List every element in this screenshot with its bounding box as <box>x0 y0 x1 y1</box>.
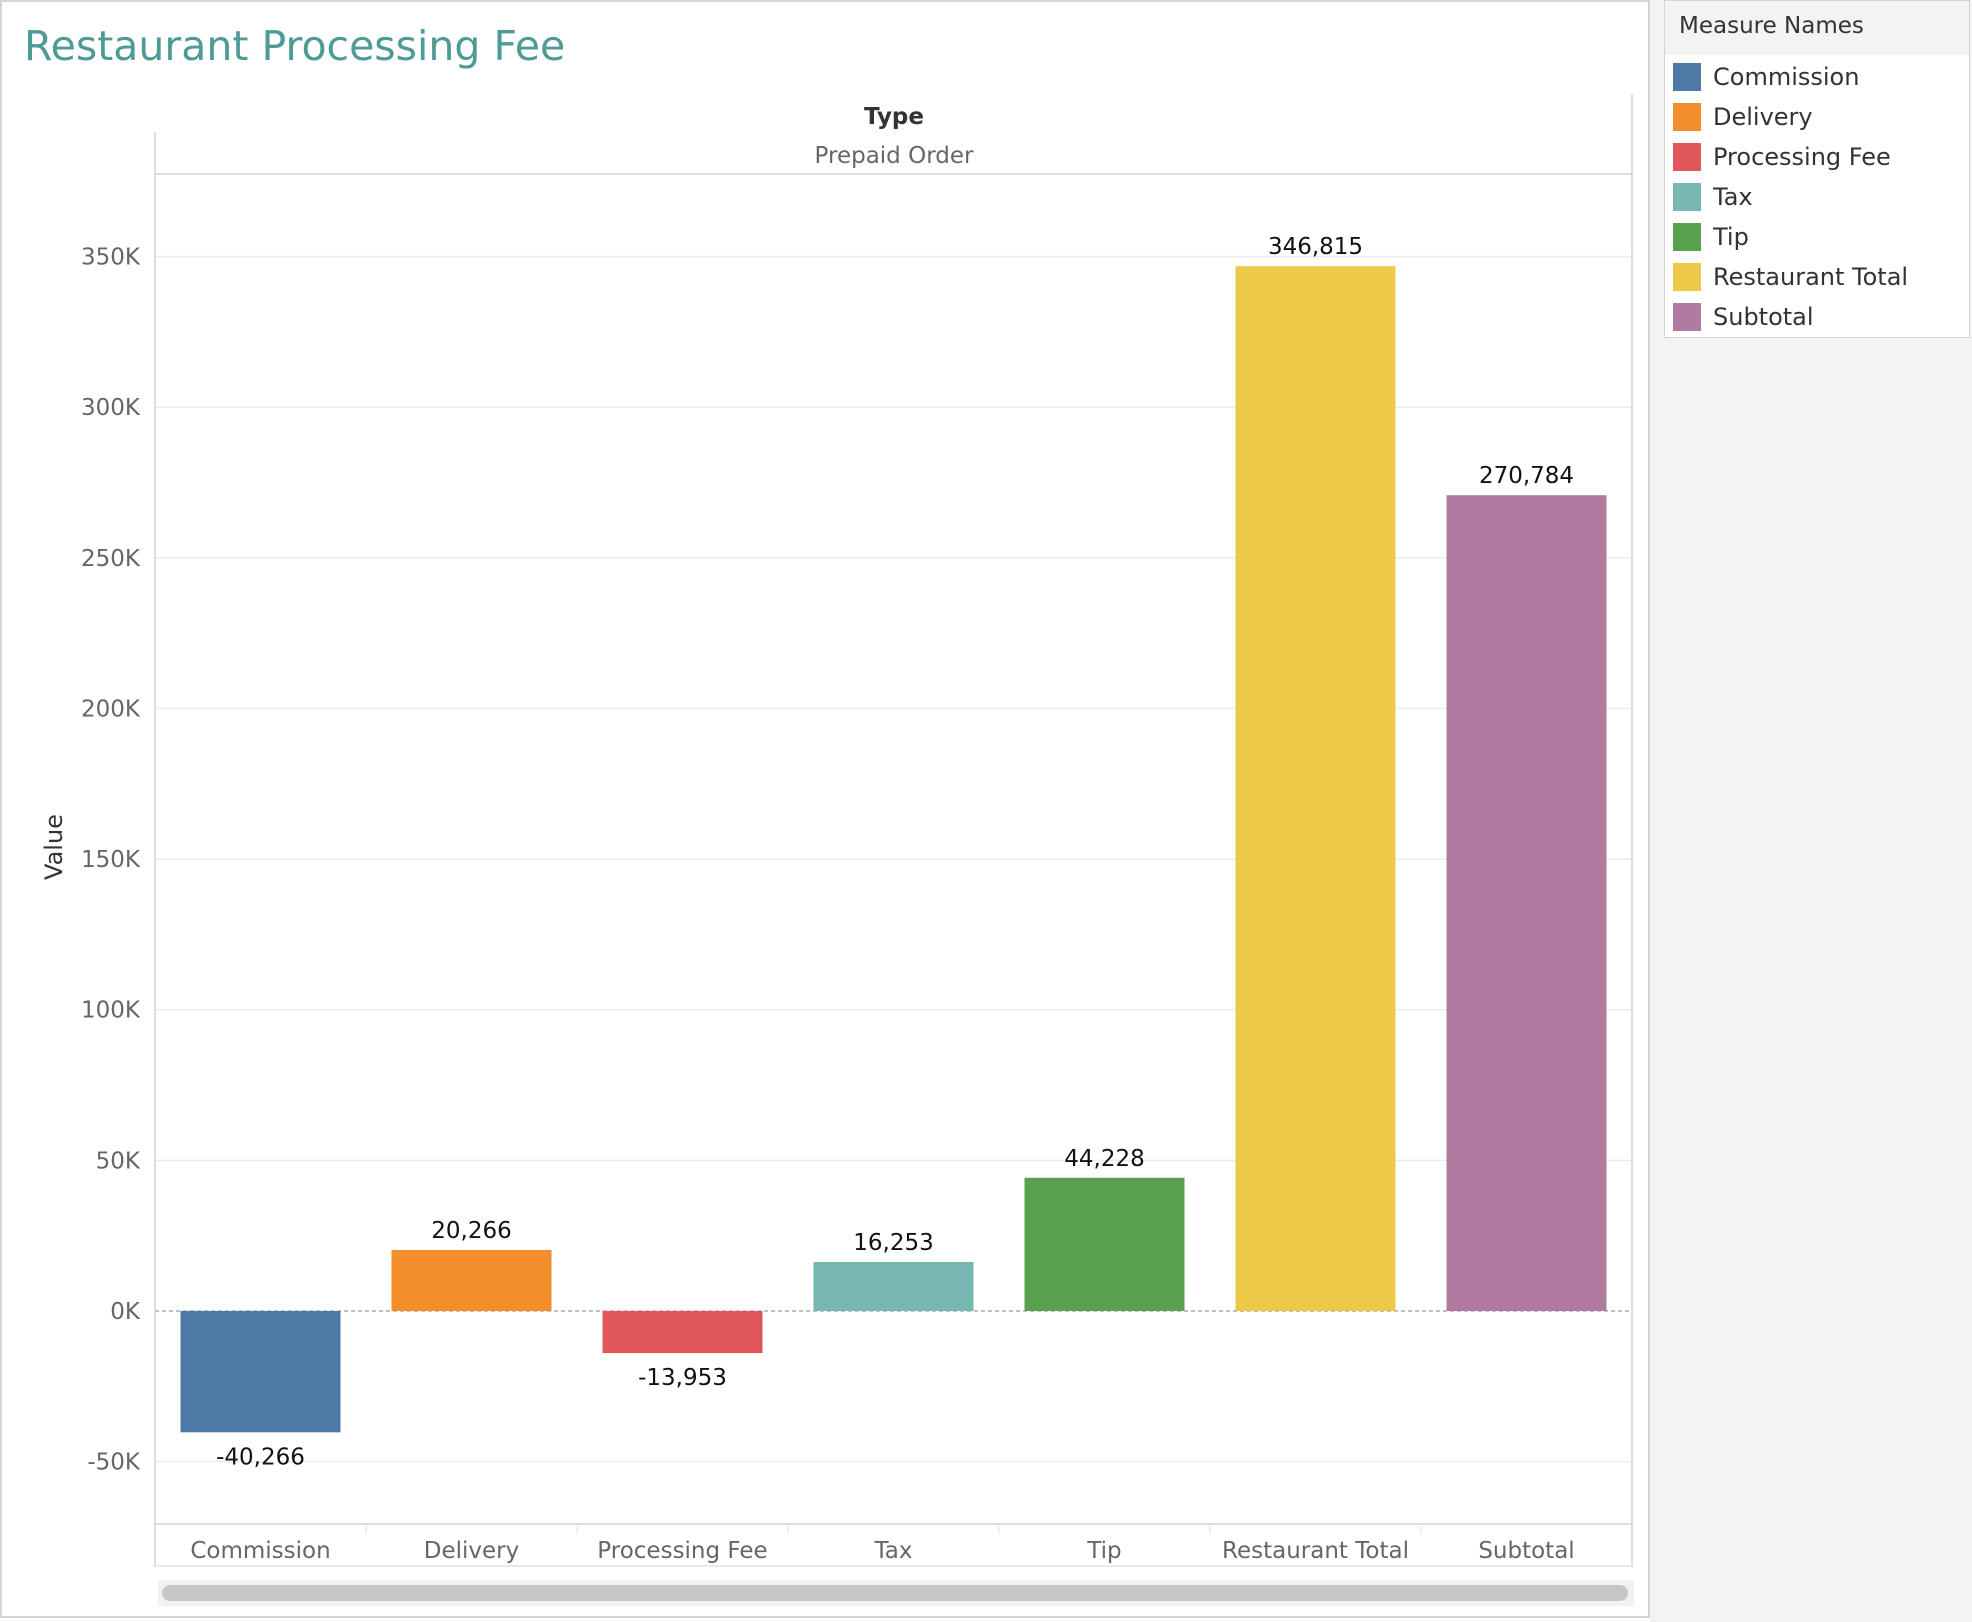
data-label-tax: 16,253 <box>853 1230 933 1256</box>
x-tick-label-processing-fee: Processing Fee <box>597 1538 767 1564</box>
y-tick-label: 200K <box>81 696 141 722</box>
legend-swatch <box>1673 303 1701 331</box>
y-axis-ticks: -50K 0K 50K 100K 150K 200K 250K 300K 350K <box>81 245 141 1476</box>
legend-label: Delivery <box>1713 103 1813 131</box>
bar-tip <box>1024 1177 1185 1311</box>
bar-chart: Type Prepaid Order -50K 0K 50K 100K 150K 200K… <box>40 94 1633 1567</box>
chart-frame <box>154 94 1633 1567</box>
legend-item-delivery[interactable]: Delivery <box>1673 100 1963 134</box>
y-tick-label: 100K <box>81 998 141 1024</box>
legend-label: Tax <box>1713 183 1753 211</box>
bar-processing-fee <box>602 1311 763 1354</box>
bar-delivery <box>391 1249 552 1311</box>
data-label-delivery: 20,266 <box>431 1218 511 1244</box>
legend-item-tax[interactable]: Tax <box>1673 180 1963 214</box>
legend-label: Commission <box>1713 63 1860 91</box>
y-tick-label: 300K <box>81 395 141 421</box>
legend-label: Processing Fee <box>1713 143 1891 171</box>
legend-swatch <box>1673 183 1701 211</box>
bar-restaurant-total <box>1235 266 1396 1312</box>
x-tick-label-delivery: Delivery <box>424 1538 519 1564</box>
legend-label: Subtotal <box>1713 303 1814 331</box>
y-tick-label: 150K <box>81 847 141 873</box>
bar-tax <box>813 1262 974 1311</box>
legend-title: Measure Names <box>1665 1 1969 55</box>
data-label-tip: 44,228 <box>1064 1146 1144 1172</box>
y-tick-label: 250K <box>81 546 141 572</box>
data-label-subtotal: 270,784 <box>1479 463 1574 489</box>
y-tick-label: 50K <box>96 1148 141 1174</box>
legend-label: Restaurant Total <box>1713 263 1909 291</box>
scrollbar-thumb[interactable] <box>162 1585 1628 1601</box>
type-header-value: Prepaid Order <box>815 143 974 169</box>
x-tick-label-restaurant-total: Restaurant Total <box>1222 1538 1409 1564</box>
legend-item-subtotal[interactable]: Subtotal <box>1673 300 1963 334</box>
y-tick-label: -50K <box>87 1450 141 1476</box>
type-header-label: Type <box>864 104 924 130</box>
x-axis-ticks: Commission Delivery Processing Fee Tax Tip Re… <box>190 1526 1575 1564</box>
chart-title: Restaurant Processing Fee <box>24 22 566 70</box>
x-tick-label-subtotal: Subtotal <box>1478 1538 1574 1564</box>
bar-subtotal <box>1446 495 1607 1312</box>
legend-pane: Measure Names Commission Delivery Proces… <box>1650 0 1972 1622</box>
data-label-commission: -40,266 <box>216 1444 305 1470</box>
y-axis-label: Value <box>40 814 68 880</box>
legend-label: Tip <box>1713 223 1749 251</box>
x-tick-label-commission: Commission <box>190 1538 330 1564</box>
data-label-processing-fee: -13,953 <box>638 1365 727 1391</box>
legend-swatch <box>1673 63 1701 91</box>
legend-swatch <box>1673 143 1701 171</box>
legend-item-commission[interactable]: Commission <box>1673 60 1963 94</box>
legend-swatch <box>1673 263 1701 291</box>
x-tick-label-tax: Tax <box>874 1538 913 1564</box>
data-label-restaurant-total: 346,815 <box>1268 234 1363 260</box>
y-tick-label: 0K <box>110 1299 141 1325</box>
y-tick-label: 350K <box>81 245 141 271</box>
legend-item-restaurant-total[interactable]: Restaurant Total <box>1673 260 1963 294</box>
bar-commission <box>180 1311 341 1433</box>
legend-swatch <box>1673 223 1701 251</box>
legend-item-tip[interactable]: Tip <box>1673 220 1963 254</box>
legend-swatch <box>1673 103 1701 131</box>
legend-item-processing-fee[interactable]: Processing Fee <box>1673 140 1963 174</box>
data-labels: -40,266 20,266 -13,953 16,253 44,228 346,815 2… <box>216 234 1574 1470</box>
x-tick-label-tip: Tip <box>1086 1538 1121 1564</box>
dashboard: Restaurant Processing Fee Type Prepaid O… <box>0 0 1650 1618</box>
bars <box>180 266 1607 1433</box>
horizontal-scrollbar[interactable] <box>158 1580 1634 1606</box>
legend: Measure Names Commission Delivery Proces… <box>1664 0 1970 338</box>
